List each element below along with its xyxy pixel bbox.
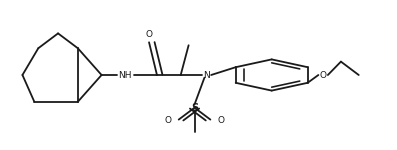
Text: S: S — [191, 103, 198, 113]
Text: O: O — [164, 116, 171, 125]
Text: O: O — [146, 30, 152, 39]
Text: O: O — [320, 70, 327, 80]
Text: O: O — [218, 116, 225, 125]
Text: NH: NH — [119, 70, 132, 80]
Text: N: N — [203, 70, 210, 80]
